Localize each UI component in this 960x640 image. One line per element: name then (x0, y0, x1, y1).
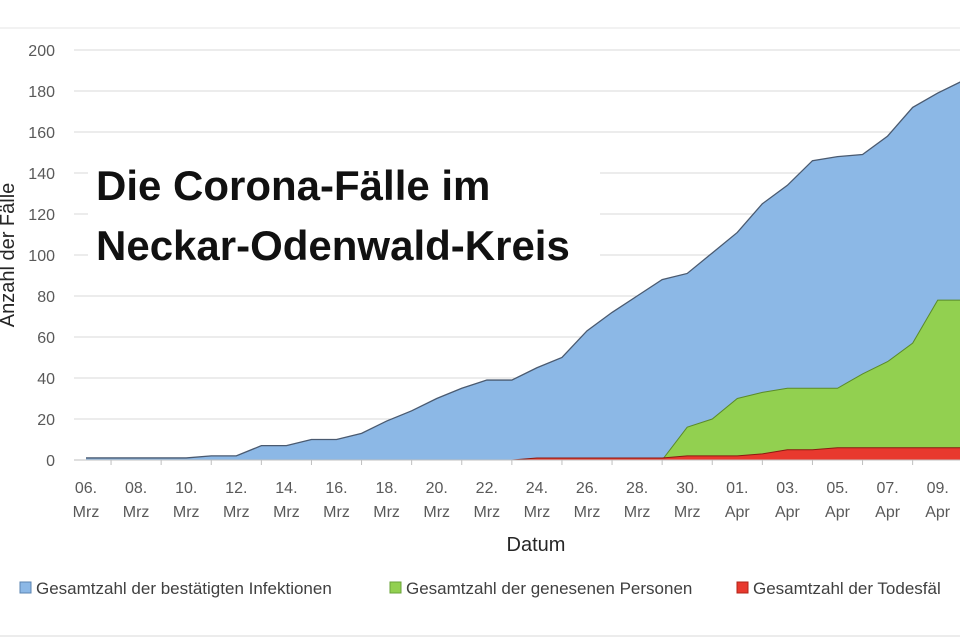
x-tick-month: Mrz (423, 504, 450, 521)
x-tick-month: Mrz (73, 504, 100, 521)
x-tick-day: 12. (225, 480, 247, 497)
legend-swatch (389, 581, 402, 594)
x-tick-month: Mrz (273, 504, 300, 521)
x-tick-month: Mrz (574, 504, 601, 521)
x-tick-month: Mrz (123, 504, 150, 521)
x-tick-month: Apr (775, 504, 801, 521)
y-tick-label: 60 (37, 330, 55, 347)
area-series-2 (86, 300, 960, 460)
x-tick-day: 24. (526, 480, 548, 497)
x-tick-day: 08. (125, 480, 147, 497)
x-tick-month: Mrz (524, 504, 551, 521)
x-tick-month: Mrz (173, 504, 200, 521)
x-tick-day: 30. (676, 480, 698, 497)
x-tick-month: Mrz (624, 504, 651, 521)
legend-swatch (736, 581, 749, 594)
area-series-3 (86, 447, 960, 460)
y-tick-label: 160 (28, 125, 55, 142)
x-tick-month: Apr (875, 504, 901, 521)
x-axis-title: Datum (507, 534, 566, 556)
x-tick-day: 26. (576, 480, 598, 497)
x-tick-day: 10. (175, 480, 197, 497)
y-tick-label: 20 (37, 412, 55, 429)
x-tick-month: Apr (825, 504, 851, 521)
legend-label: Gesamtzahl der Todesfäl (753, 579, 941, 598)
chart-title-line-2: Neckar-Odenwald-Kreis (96, 222, 570, 269)
x-tick-month: Apr (725, 504, 751, 521)
legend: Gesamtzahl der bestätigten Infektionen Ge… (19, 579, 941, 598)
y-axis-ticks: 0 20 40 60 80 100 120 140 160 180 200 (28, 43, 55, 470)
x-tick-day: 05. (826, 480, 848, 497)
x-tick-day: 28. (626, 480, 648, 497)
x-tick-day: 01. (726, 480, 748, 497)
x-tick-day: 03. (776, 480, 798, 497)
x-tick-day: 22. (476, 480, 498, 497)
x-tick-month: Mrz (674, 504, 701, 521)
y-tick-label: 100 (28, 248, 55, 265)
x-tick-month: Mrz (323, 504, 350, 521)
area-series-1 (86, 82, 960, 460)
y-tick-label: 40 (37, 371, 55, 388)
y-tick-label: 120 (28, 207, 55, 224)
y-tick-label: 200 (28, 43, 55, 60)
x-tick-month: Apr (925, 504, 951, 521)
x-tick-day: 07. (876, 480, 898, 497)
x-tick-day: 20. (426, 480, 448, 497)
legend-label: Gesamtzahl der genesenen Personen (406, 579, 692, 598)
x-tick-day: 16. (325, 480, 347, 497)
x-tick-month: Mrz (473, 504, 500, 521)
legend-swatch (19, 581, 32, 594)
title-background (88, 153, 600, 279)
y-tick-label: 0 (46, 453, 55, 470)
x-tick-day: 14. (275, 480, 297, 497)
x-tick-day: 09. (927, 480, 949, 497)
x-tick-day: 18. (375, 480, 397, 497)
y-tick-label: 80 (37, 289, 55, 306)
x-tick-month: Mrz (373, 504, 400, 521)
legend-label: Gesamtzahl der bestätigten Infektionen (36, 579, 332, 598)
x-tick-month: Mrz (223, 504, 250, 521)
x-axis-ticks: 06. Mrz 08. Mrz 10. Mrz 12. Mrz 14. Mrz 16. Mrz 18. M… (73, 460, 951, 521)
series-line-1 (86, 81, 960, 459)
y-axis-title: Anzahl der Fälle (0, 183, 19, 328)
x-tick-day: 06. (75, 480, 97, 497)
chart-title-line-1: Die Corona-Fälle im (96, 162, 490, 209)
y-tick-label: 180 (28, 84, 55, 101)
y-tick-label: 140 (28, 166, 55, 183)
